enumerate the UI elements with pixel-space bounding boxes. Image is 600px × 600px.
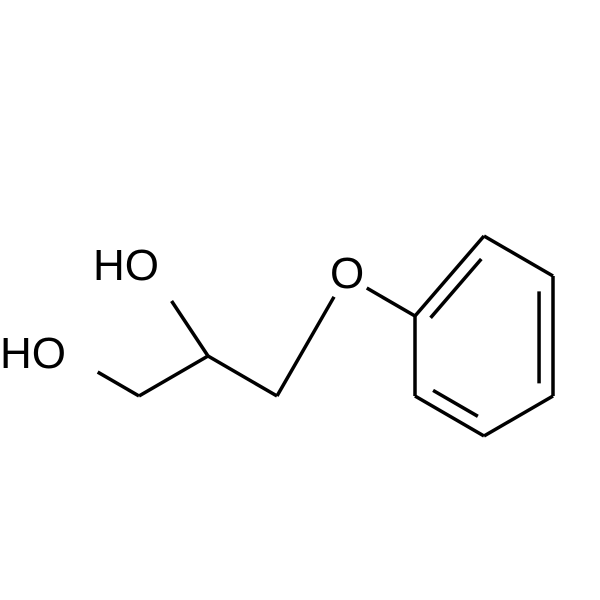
- aromatic-inner-bond: [433, 390, 478, 416]
- bond: [208, 356, 277, 396]
- labels-layer: HO HO O: [0, 241, 364, 378]
- atom-label: HO: [93, 241, 159, 290]
- bond: [415, 236, 484, 316]
- bond: [277, 297, 334, 396]
- bond: [367, 288, 415, 316]
- bonds-layer: [98, 236, 553, 436]
- atom-label: HO: [0, 329, 66, 378]
- bond: [172, 301, 208, 356]
- atom-label: O: [330, 249, 364, 298]
- bond: [139, 356, 208, 396]
- bond: [484, 236, 553, 276]
- bond: [98, 372, 139, 396]
- molecule-diagram: HO HO O: [0, 0, 600, 600]
- bond: [484, 396, 553, 436]
- bond: [415, 396, 484, 436]
